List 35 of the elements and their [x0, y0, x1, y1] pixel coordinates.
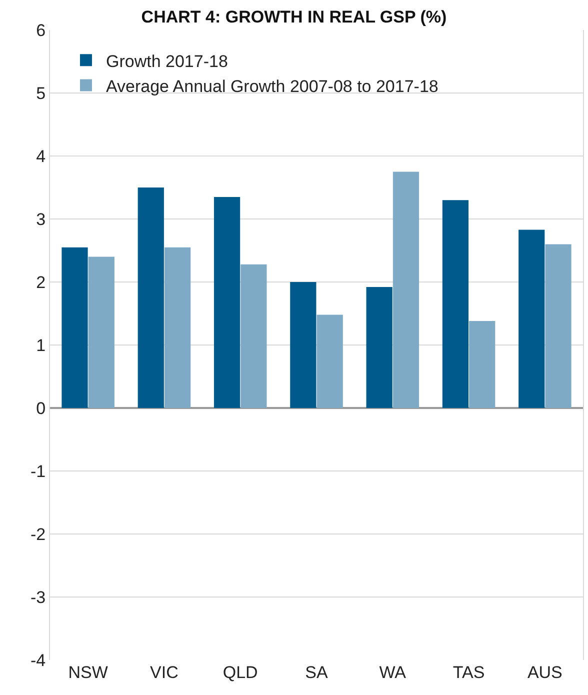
bar	[518, 230, 545, 408]
y-tick-label: 3	[36, 210, 46, 229]
bar	[392, 172, 420, 408]
legend-label: Average Annual Growth 2007-08 to 2017-18	[106, 76, 438, 96]
x-tick-label: TAS	[452, 663, 485, 682]
x-tick-label: AUS	[527, 663, 562, 682]
bar	[366, 287, 392, 408]
bar	[316, 314, 343, 408]
x-tick-label: WA	[379, 663, 407, 682]
x-tick-label: SA	[305, 663, 328, 682]
y-tick-label: -2	[30, 524, 46, 544]
x-tick-label: QLD	[222, 663, 258, 682]
bar	[138, 188, 164, 408]
y-tick-label: 5	[36, 84, 46, 103]
y-tick-label: 6	[36, 20, 46, 40]
legend-label: Growth 2017-18	[106, 52, 228, 71]
x-tick-label: VIC	[150, 663, 178, 682]
x-tick-label: NSW	[68, 663, 108, 682]
bar	[164, 247, 191, 408]
bar	[290, 282, 316, 408]
bar	[240, 264, 267, 408]
bar	[62, 247, 88, 408]
bar	[214, 196, 240, 408]
bar	[442, 200, 469, 408]
chart-title: CHART 4: GROWTH IN REAL GSP (%)	[141, 7, 447, 26]
bar	[88, 256, 114, 408]
bar	[469, 321, 496, 408]
y-tick-label: -1	[30, 462, 46, 481]
y-tick-label: 1	[36, 336, 46, 355]
y-tick-label: 4	[36, 146, 46, 166]
y-tick-label: -4	[30, 650, 46, 670]
bar	[545, 244, 572, 408]
y-tick-label: -3	[30, 588, 46, 607]
y-tick-label: 2	[36, 272, 46, 292]
y-tick-label: 0	[36, 398, 46, 418]
